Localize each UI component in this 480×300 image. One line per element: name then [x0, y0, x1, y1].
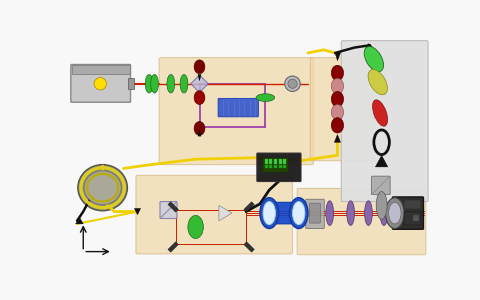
Ellipse shape: [326, 201, 334, 225]
FancyBboxPatch shape: [297, 188, 426, 255]
FancyBboxPatch shape: [160, 202, 177, 218]
Ellipse shape: [368, 70, 387, 95]
Bar: [404, 200, 421, 209]
Bar: [191, 75, 208, 92]
Ellipse shape: [331, 104, 344, 120]
FancyBboxPatch shape: [393, 197, 423, 229]
Bar: [283, 165, 286, 168]
Bar: [72, 65, 130, 74]
Ellipse shape: [376, 191, 387, 219]
Ellipse shape: [188, 215, 204, 238]
Ellipse shape: [288, 79, 297, 88]
Ellipse shape: [263, 202, 276, 225]
FancyBboxPatch shape: [275, 202, 300, 224]
Bar: [274, 159, 277, 164]
Polygon shape: [375, 155, 388, 167]
Ellipse shape: [94, 78, 107, 90]
FancyBboxPatch shape: [218, 98, 258, 117]
Bar: [168, 202, 179, 212]
Ellipse shape: [380, 201, 388, 225]
Bar: [269, 165, 272, 168]
Bar: [168, 242, 179, 252]
Ellipse shape: [292, 202, 305, 225]
Polygon shape: [335, 135, 340, 142]
Bar: [269, 159, 272, 164]
FancyBboxPatch shape: [311, 58, 374, 161]
FancyBboxPatch shape: [71, 64, 131, 102]
Bar: [413, 214, 419, 221]
FancyBboxPatch shape: [257, 153, 301, 182]
Ellipse shape: [389, 202, 401, 224]
Polygon shape: [75, 218, 83, 224]
Bar: [274, 165, 277, 168]
Ellipse shape: [145, 74, 153, 93]
Ellipse shape: [78, 165, 127, 211]
Ellipse shape: [331, 118, 344, 133]
Ellipse shape: [285, 76, 300, 92]
FancyBboxPatch shape: [306, 199, 324, 229]
FancyBboxPatch shape: [372, 176, 390, 195]
Ellipse shape: [180, 74, 188, 93]
Polygon shape: [198, 130, 201, 136]
Bar: [264, 165, 268, 168]
Bar: [404, 212, 421, 225]
FancyBboxPatch shape: [159, 58, 313, 165]
Ellipse shape: [347, 201, 355, 225]
Bar: [244, 202, 254, 212]
Ellipse shape: [84, 171, 121, 205]
FancyBboxPatch shape: [136, 176, 292, 254]
Ellipse shape: [385, 198, 404, 229]
Ellipse shape: [331, 65, 344, 81]
Bar: [283, 159, 286, 164]
Ellipse shape: [331, 92, 344, 107]
Bar: [278, 165, 282, 168]
Bar: [264, 159, 268, 164]
Polygon shape: [366, 44, 372, 48]
Polygon shape: [134, 208, 141, 214]
Ellipse shape: [194, 91, 205, 104]
Polygon shape: [219, 206, 232, 221]
Ellipse shape: [364, 46, 384, 72]
FancyBboxPatch shape: [341, 40, 428, 202]
Ellipse shape: [365, 201, 372, 225]
Ellipse shape: [194, 60, 205, 74]
Polygon shape: [335, 53, 340, 61]
Polygon shape: [198, 74, 201, 81]
Bar: [278, 159, 282, 164]
Ellipse shape: [194, 122, 205, 135]
FancyBboxPatch shape: [310, 203, 321, 223]
Ellipse shape: [151, 74, 158, 93]
Ellipse shape: [289, 198, 308, 229]
Ellipse shape: [256, 94, 275, 101]
Ellipse shape: [260, 198, 278, 229]
Ellipse shape: [372, 100, 388, 126]
Ellipse shape: [167, 74, 175, 93]
Bar: [244, 242, 254, 252]
Ellipse shape: [331, 78, 344, 94]
Bar: [263, 158, 288, 172]
Bar: [128, 78, 134, 89]
